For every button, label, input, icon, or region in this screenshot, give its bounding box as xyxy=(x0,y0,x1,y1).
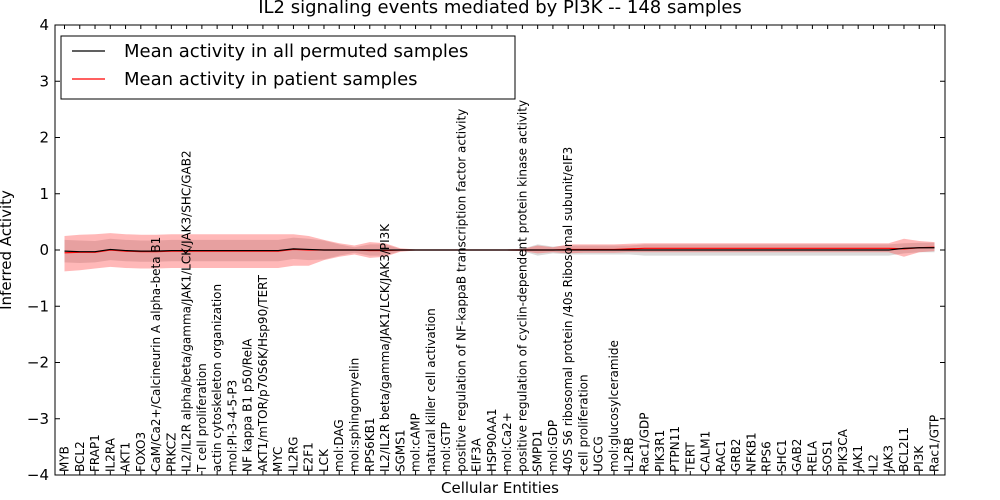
x-tick-label: SHC1 xyxy=(775,439,789,472)
x-tick-label: IL2RA xyxy=(103,437,117,472)
x-tick-label: actin cytoskeleton organization xyxy=(210,284,224,472)
x-tick-label: mol:cAMP xyxy=(409,413,423,472)
x-tick-label: positive regulation of NF-kappaB transcr… xyxy=(454,109,468,472)
x-tick-label: IL2/IL2R beta/gamma/JAK1/LCK/JAK3/PI3K xyxy=(378,223,392,472)
x-tick-label: CaM/Ca2+/Calcineurin A alpha-beta B1 xyxy=(149,237,163,472)
legend: Mean activity in all permuted samples Me… xyxy=(60,35,516,100)
x-tick-label: RAC1 xyxy=(714,440,728,472)
x-tick-label: FRAP1 xyxy=(88,434,102,472)
y-tick-label: 3 xyxy=(39,72,49,90)
x-tick-label: mol:GTP xyxy=(439,422,453,472)
x-tick-label: FOXO3 xyxy=(134,432,148,472)
x-tick-label: IL2/IL2R alpha/beta/gamma/JAK1/LCK/JAK3/… xyxy=(180,150,194,472)
x-tick-label: PRKCZ xyxy=(164,433,178,472)
x-tick-label: 40S S6 ribosomal protein /40s Ribosomal … xyxy=(561,147,575,472)
y-axis-ticks: −4 −3 −2 −1 0 1 2 3 4 xyxy=(27,16,945,484)
x-tick-label: mol:PI-3-4-5-P3 xyxy=(225,380,239,472)
x-tick-label: CALM1 xyxy=(699,431,713,472)
x-tick-label: MYB xyxy=(58,446,72,472)
x-tick-label: AKT1/mTOR/p70S6K/Hsp90/TERT xyxy=(256,274,270,472)
x-tick-label: PIK3CA xyxy=(836,428,850,472)
y-tick-label: −2 xyxy=(27,354,49,372)
band-mean-activity-in-patient-samples xyxy=(64,233,935,272)
x-tick-label: JAK1 xyxy=(851,445,865,473)
plot-area xyxy=(54,24,946,476)
x-tick-label: GAB2 xyxy=(790,439,804,472)
x-tick-label: mol:Ca2+ xyxy=(500,412,514,472)
x-tick-label: positive regulation of cyclin-dependent … xyxy=(515,100,529,472)
legend-label-permuted: Mean activity in all permuted samples xyxy=(124,41,468,62)
x-tick-label: RPS6KB1 xyxy=(363,417,377,472)
y-tick-label: −4 xyxy=(27,466,49,484)
x-tick-label: HSP90AA1 xyxy=(485,408,499,472)
x-tick-label: NFKB1 xyxy=(744,432,758,472)
x-tick-label: Rac1/GDP xyxy=(638,413,652,472)
x-tick-label: BCL2 xyxy=(73,441,87,472)
x-tick-label: JAK3 xyxy=(882,445,896,473)
y-tick-label: 2 xyxy=(39,129,49,147)
y-axis-label: Inferred Activity xyxy=(0,190,15,310)
x-tick-label: cell proliferation xyxy=(576,374,590,472)
x-tick-label: Rac1/GTP xyxy=(928,415,942,472)
x-tick-label: natural killer cell activation xyxy=(424,308,438,472)
x-tick-label: mol:sphingomyelin xyxy=(348,358,362,472)
chart-title: IL2 signaling events mediated by PI3K --… xyxy=(258,0,742,18)
x-tick-label: GRB2 xyxy=(729,438,743,472)
x-tick-label: RPS6 xyxy=(760,441,774,472)
y-tick-label: −1 xyxy=(27,297,49,315)
x-tick-label: IL2RG xyxy=(286,437,300,473)
x-tick-label: PI3K xyxy=(912,445,926,472)
x-tick-label: mol:GDP xyxy=(546,420,560,472)
legend-box xyxy=(60,35,516,100)
line-mean-activity-in-all-permuted-samples xyxy=(64,247,935,253)
x-tick-label: E2F1 xyxy=(302,442,316,472)
x-tick-label: NF kappa B1 p50/RelA xyxy=(241,338,255,472)
x-tick-label: UGCG xyxy=(592,436,606,472)
x-tick-label: IL2 xyxy=(866,454,880,472)
x-tick-label: BCL2L1 xyxy=(897,427,911,472)
x-tick-label: mol:glucosylceramide xyxy=(607,340,621,472)
x-tick-label: RELA xyxy=(805,440,819,472)
x-tick-label: MYC xyxy=(271,447,285,472)
y-tick-label: 0 xyxy=(39,241,49,259)
x-axis-ticks: MYB BCL2 FRAP1 IL2RA AKT1 FOXO3 CaM/Ca2+/Calci… xyxy=(58,25,942,475)
x-tick-label: SGMS1 xyxy=(393,429,407,472)
activity-lines xyxy=(64,246,935,254)
x-tick-label: mol:DAG xyxy=(332,419,346,472)
x-tick-label: AKT1 xyxy=(119,442,133,472)
x-tick-label: IL2RB xyxy=(622,438,636,472)
x-tick-label: EIF3A xyxy=(470,437,484,472)
y-tick-label: 1 xyxy=(39,185,49,203)
legend-label-patient: Mean activity in patient samples xyxy=(124,69,418,90)
x-tick-label: T cell proliferation xyxy=(195,363,209,473)
x-tick-label: SMPD1 xyxy=(531,430,545,472)
x-axis-label: Cellular Entities xyxy=(441,479,559,497)
y-tick-label: 4 xyxy=(39,16,49,34)
x-tick-label: TERT xyxy=(683,442,697,473)
y-tick-label: −3 xyxy=(27,410,49,428)
x-tick-label: SOS1 xyxy=(821,440,835,472)
x-tick-label: LCK xyxy=(317,448,331,472)
x-tick-label: PTPN11 xyxy=(668,426,682,472)
x-tick-label: PIK3R1 xyxy=(653,430,667,472)
